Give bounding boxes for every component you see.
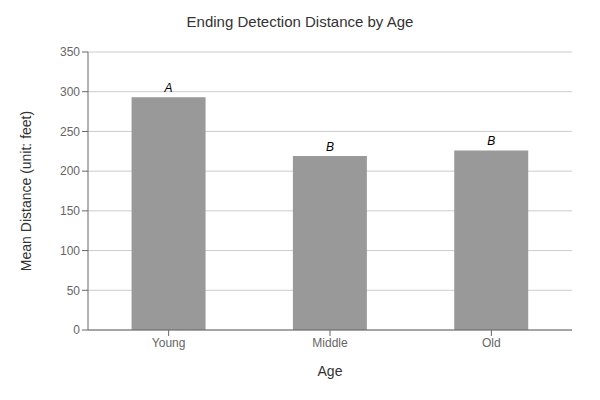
svg-text:Mean Distance (unit: feet): Mean Distance (unit: feet) bbox=[18, 111, 34, 271]
svg-text:0: 0 bbox=[73, 323, 80, 337]
svg-text:50: 50 bbox=[67, 284, 81, 298]
svg-text:B: B bbox=[487, 134, 495, 148]
svg-text:350: 350 bbox=[60, 45, 80, 59]
svg-text:100: 100 bbox=[60, 244, 80, 258]
svg-text:Young: Young bbox=[152, 336, 186, 350]
svg-text:Age: Age bbox=[318, 363, 343, 379]
svg-text:Middle: Middle bbox=[312, 336, 348, 350]
svg-text:A: A bbox=[164, 81, 173, 95]
svg-text:250: 250 bbox=[60, 125, 80, 139]
svg-text:200: 200 bbox=[60, 164, 80, 178]
svg-text:B: B bbox=[326, 140, 334, 154]
html-text:Ending Detection Distance by A: Ending Detection Distance by Age bbox=[186, 13, 414, 30]
svg-text:Old: Old bbox=[482, 336, 501, 350]
svg-text:300: 300 bbox=[60, 85, 80, 99]
svg-text:150: 150 bbox=[60, 204, 80, 218]
